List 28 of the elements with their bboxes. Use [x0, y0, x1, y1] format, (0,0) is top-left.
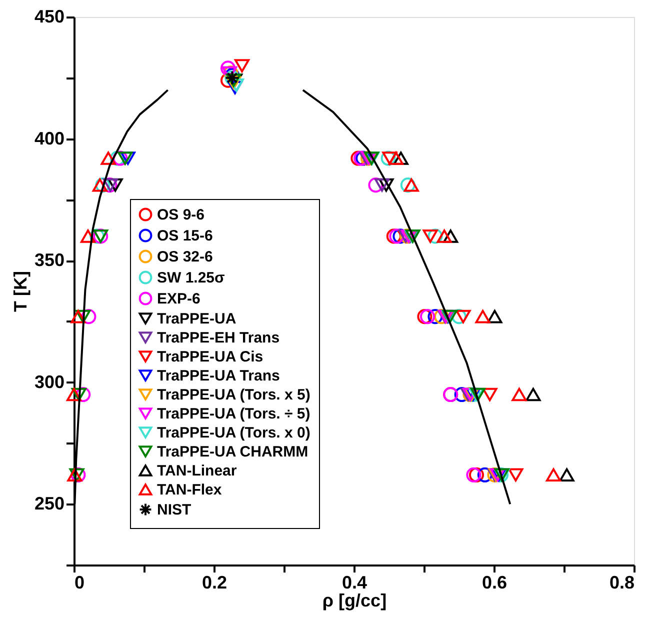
- legend-label: TraPPE-UA (Tors. x 0): [157, 424, 310, 442]
- legend-label: TraPPE-UA Trans: [157, 368, 280, 384]
- x-tick-label: 0.4: [342, 572, 368, 592]
- y-tick-label: 350: [34, 250, 64, 270]
- legend-label: EXP-6: [157, 290, 200, 308]
- legend-label: TraPPE-EH Trans: [157, 330, 280, 346]
- x-axis-title: ρ [g/cc]: [322, 590, 387, 610]
- y-axis-title: T [K]: [10, 271, 30, 312]
- legend-label: TraPPE-UA (Tors. x 5): [157, 386, 310, 404]
- legend-label: OS 32-6: [157, 248, 213, 266]
- y-tick-label: 300: [34, 372, 64, 392]
- legend-label: SW 1.25σ: [157, 270, 225, 286]
- x-tick-label: 0: [74, 572, 85, 592]
- legend-label: NIST: [157, 502, 192, 518]
- legend-label: TraPPE-UA Cis: [157, 348, 264, 366]
- y-tick-label: 250: [34, 494, 64, 514]
- legend-label: TraPPE-UA (Tors. ÷ 5): [157, 406, 310, 422]
- y-tick-label: 450: [34, 6, 64, 26]
- legend-label: TraPPE-UA: [157, 310, 236, 328]
- legend-label: TAN-Flex: [157, 482, 222, 498]
- y-tick-label: 400: [34, 128, 64, 148]
- legend-label: TAN-Linear: [157, 462, 237, 480]
- x-tick-label: 0.6: [482, 572, 508, 592]
- legend-label: TraPPE-UA CHARMM: [157, 444, 308, 460]
- x-tick-label: 0.8: [609, 572, 634, 592]
- x-tick-label: 0.2: [202, 572, 228, 592]
- legend-label: OS 15-6: [157, 228, 213, 244]
- legend-label: OS 9-6: [157, 206, 205, 224]
